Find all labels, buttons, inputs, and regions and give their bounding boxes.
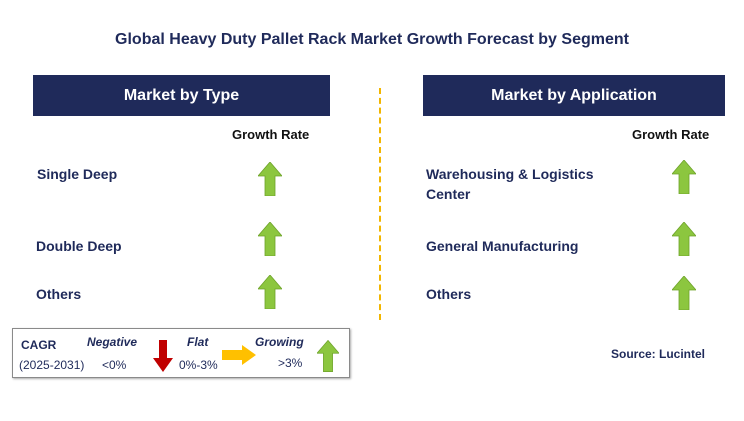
application-row-general-manufacturing: General Manufacturing	[426, 238, 579, 254]
green-up-arrow-icon	[258, 222, 282, 256]
green-up-arrow-icon	[672, 160, 696, 194]
source-note: Source: Lucintel	[611, 347, 706, 361]
legend-negative-label: Negative	[87, 335, 138, 349]
type-row-double-deep: Double Deep	[36, 238, 122, 254]
application-row-warehousing-line2: Center	[426, 186, 471, 202]
green-up-arrow-icon	[672, 276, 696, 310]
page-title: Global Heavy Duty Pallet Rack Market Gro…	[115, 31, 629, 48]
application-row-others: Others	[426, 286, 472, 302]
green-up-arrow-icon	[317, 340, 339, 372]
panel-divider	[379, 88, 381, 320]
application-row-warehousing-line1: Warehousing & Logistics	[426, 166, 594, 182]
green-up-arrow-icon	[672, 222, 696, 256]
type-row-single-deep: Single Deep	[37, 166, 118, 182]
application-row-warehousing: Warehousing & Logistics Center	[426, 164, 594, 204]
legend-negative-range: <0%	[102, 358, 127, 372]
legend-growing-range: >3%	[278, 356, 303, 370]
green-up-arrow-icon	[258, 162, 282, 196]
type-growth-rate-header: Growth Rate	[232, 127, 310, 142]
green-up-arrow-icon	[258, 275, 282, 309]
legend-cagr-label: CAGR	[21, 338, 57, 352]
type-row-others: Others	[36, 286, 82, 302]
yellow-right-arrow-icon	[222, 345, 256, 365]
legend-flat-label: Flat	[187, 335, 209, 349]
legend-flat-range: 0%-3%	[179, 358, 218, 372]
legend-period: (2025-2031)	[19, 358, 85, 372]
application-growth-rate-header: Growth Rate	[632, 127, 710, 142]
type-panel-header: Market by Type	[33, 75, 330, 116]
cagr-legend: CAGR (2025-2031) Negative <0% Flat 0%-3%…	[12, 328, 350, 378]
legend-growing-label: Growing	[255, 335, 304, 349]
red-down-arrow-icon	[153, 340, 173, 372]
application-panel-header: Market by Application	[423, 75, 725, 116]
